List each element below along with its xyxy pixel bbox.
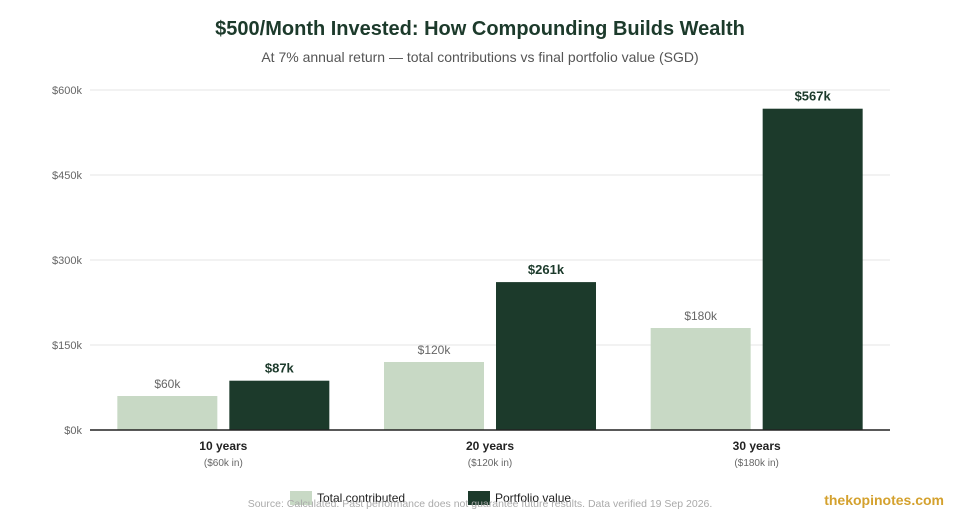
bar-value-labels: $60k $87k $120k $261k $180k $567k bbox=[154, 89, 831, 391]
y-axis-ticks: $0k $150k $300k $450k $600k bbox=[52, 85, 82, 437]
chart-subtitle: At 7% annual return — total contribution… bbox=[261, 49, 699, 65]
x-category-label: 30 years bbox=[733, 439, 781, 453]
x-category-label: 20 years bbox=[466, 439, 514, 453]
bar-value-label: $87k bbox=[265, 361, 295, 376]
bar-value-label: $180k bbox=[684, 309, 718, 323]
y-tick-label: $0k bbox=[64, 425, 82, 437]
grid-lines bbox=[90, 89, 890, 346]
legend-label-portfolio-value: Portfolio value bbox=[495, 491, 572, 505]
brand-link[interactable]: thekopinotes.com bbox=[824, 492, 944, 508]
bar-portfolio-value bbox=[762, 108, 863, 430]
bar-value-label: $60k bbox=[154, 377, 181, 391]
legend-label-total-contributed: Total contributed bbox=[317, 491, 406, 505]
y-tick-label: $300k bbox=[52, 255, 82, 267]
x-category-label: 10 years bbox=[199, 439, 247, 453]
bars bbox=[117, 108, 863, 430]
x-category-sublabel: ($180k in) bbox=[734, 458, 778, 469]
bar-portfolio-value bbox=[229, 380, 330, 430]
legend-item-total-contributed: Total contributed bbox=[290, 490, 405, 506]
bar-value-label: $120k bbox=[418, 343, 452, 357]
legend-item-portfolio-value: Portfolio value bbox=[468, 490, 571, 506]
x-category-sublabel: ($120k in) bbox=[468, 458, 512, 469]
bar-value-label: $261k bbox=[528, 262, 565, 277]
y-tick-label: $600k bbox=[52, 85, 82, 97]
bar-total-contributed bbox=[384, 362, 484, 430]
chart-legend: Total contributed Portfolio value bbox=[0, 490, 960, 506]
x-category-sublabel: ($60k in) bbox=[204, 458, 243, 469]
bar-total-contributed bbox=[650, 328, 751, 430]
bar-value-label: $567k bbox=[795, 89, 832, 104]
x-axis-labels: 10 years ($60k in) 20 years ($120k in) 30 ye… bbox=[199, 439, 781, 469]
source-note: Source: Calculated. Past performance doe… bbox=[247, 498, 713, 510]
legend-swatch-portfolio-value bbox=[468, 491, 490, 505]
legend-swatch-total-contributed bbox=[290, 491, 312, 505]
chart-title: $500/Month Invested: How Compounding Bui… bbox=[215, 18, 745, 40]
bar-portfolio-value bbox=[496, 282, 596, 430]
bar-total-contributed bbox=[117, 396, 218, 430]
y-tick-label: $150k bbox=[52, 340, 82, 352]
y-tick-label: $450k bbox=[52, 170, 82, 182]
